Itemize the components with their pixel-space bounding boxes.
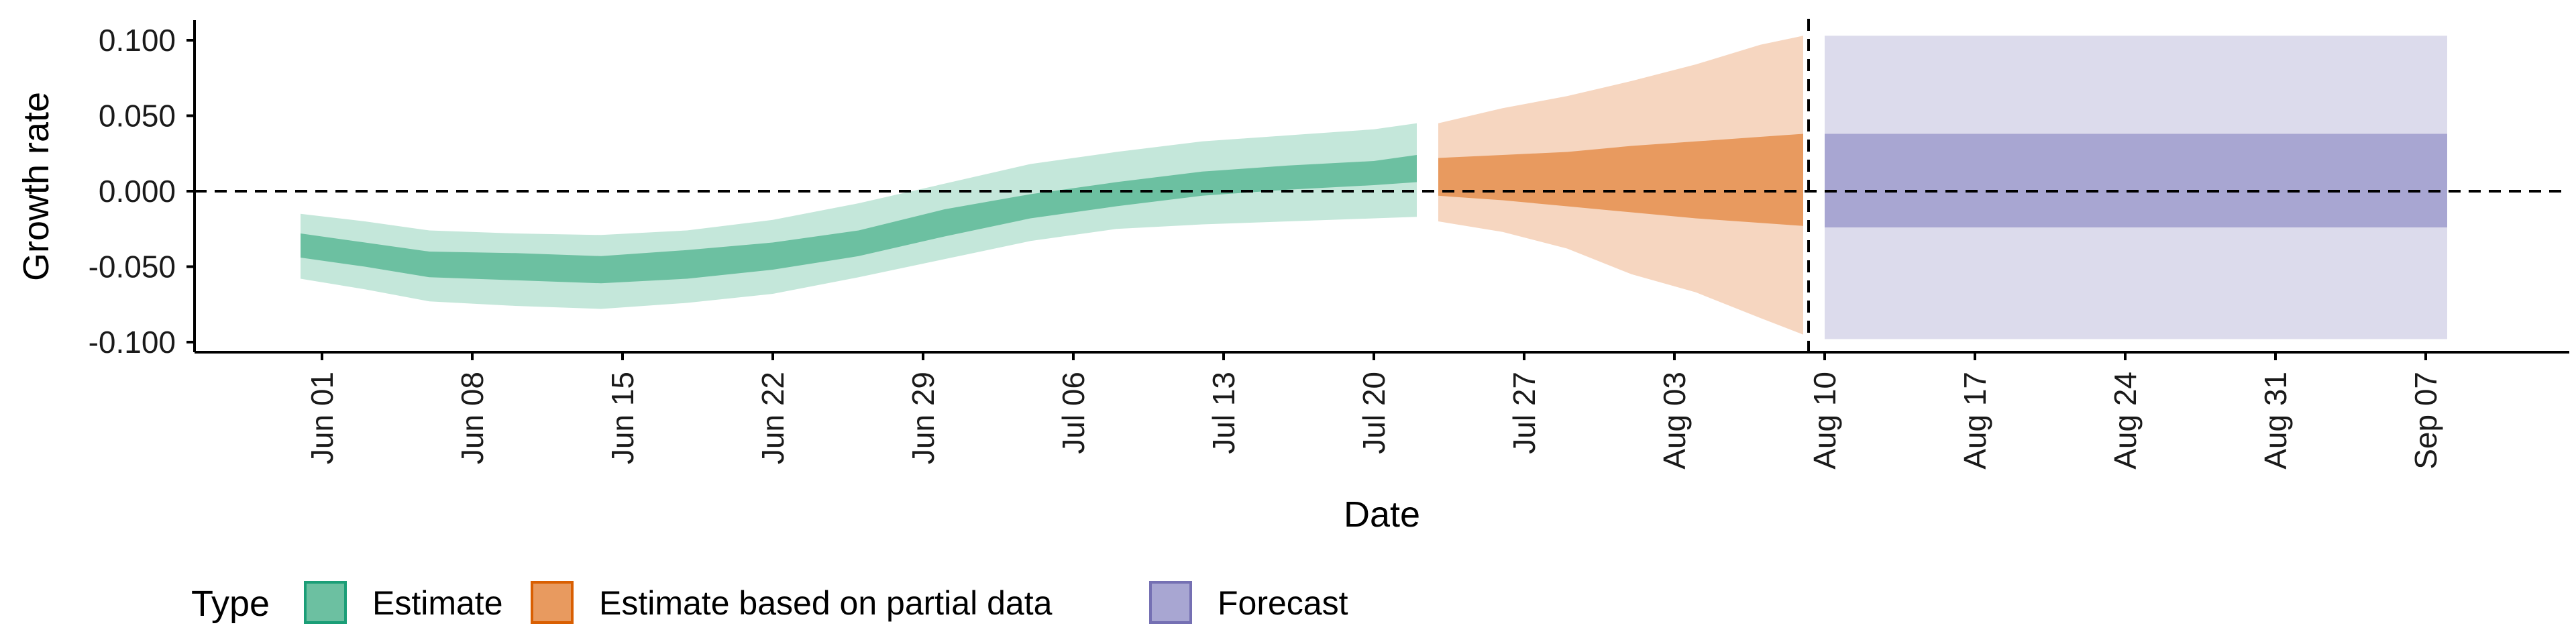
band-90-estimate bbox=[301, 123, 1417, 309]
reference-lines bbox=[195, 19, 2569, 352]
x-tick-label: Sep 07 bbox=[2408, 372, 2443, 470]
legend-label: Estimate based on partial data bbox=[599, 584, 1053, 622]
y-axis-ticks: 0.100 0.050 0.000 -0.050 -0.100 bbox=[89, 23, 195, 360]
x-tick-label: Aug 03 bbox=[1657, 372, 1692, 470]
x-tick-label: Jun 22 bbox=[755, 372, 790, 464]
y-tick-label: 0.000 bbox=[99, 174, 176, 209]
x-tick-label: Jul 27 bbox=[1507, 372, 1542, 454]
band-50-forecast bbox=[1825, 133, 2447, 227]
legend-swatch bbox=[304, 581, 347, 624]
y-tick-label: 0.050 bbox=[99, 99, 176, 133]
x-axis-title: Date bbox=[1344, 494, 1420, 535]
x-tick-label: Aug 17 bbox=[1957, 372, 1992, 470]
legend-title: Type bbox=[191, 584, 270, 624]
legend-label: Forecast bbox=[1218, 584, 1348, 622]
x-tick-label: Jun 29 bbox=[906, 372, 941, 464]
legend-label: Estimate bbox=[372, 584, 503, 622]
band-50-estimate bbox=[301, 155, 1417, 284]
axes bbox=[193, 20, 2569, 354]
x-tick-label: Aug 24 bbox=[2108, 372, 2143, 470]
x-tick-label: Jun 01 bbox=[305, 372, 339, 464]
legend-swatch bbox=[531, 581, 574, 624]
y-tick-label: 0.100 bbox=[99, 23, 176, 58]
y-axis-title: Growth rate bbox=[16, 92, 56, 281]
x-tick-label: Jul 13 bbox=[1206, 372, 1241, 454]
x-tick-label: Jul 06 bbox=[1056, 372, 1091, 454]
band-50-estimate-based-on-partial-data bbox=[1438, 133, 1803, 226]
x-tick-label: Aug 10 bbox=[1807, 372, 1842, 470]
x-tick-label: Jun 15 bbox=[605, 372, 640, 464]
legend: Type Estimate Estimate based on partial d… bbox=[191, 581, 1348, 624]
x-axis-ticks: Jun 01 Jun 08 Jun 15 Jun 22 Jun 29 Jul 06 Jul … bbox=[305, 352, 2443, 470]
x-tick-label: Jun 08 bbox=[455, 372, 490, 464]
series-bands bbox=[301, 36, 2447, 339]
x-tick-label: Aug 31 bbox=[2258, 372, 2293, 470]
x-tick-label: Jul 20 bbox=[1356, 372, 1391, 454]
y-tick-label: -0.050 bbox=[89, 250, 176, 284]
legend-swatch bbox=[1149, 581, 1192, 624]
y-tick-label: -0.100 bbox=[89, 325, 176, 360]
